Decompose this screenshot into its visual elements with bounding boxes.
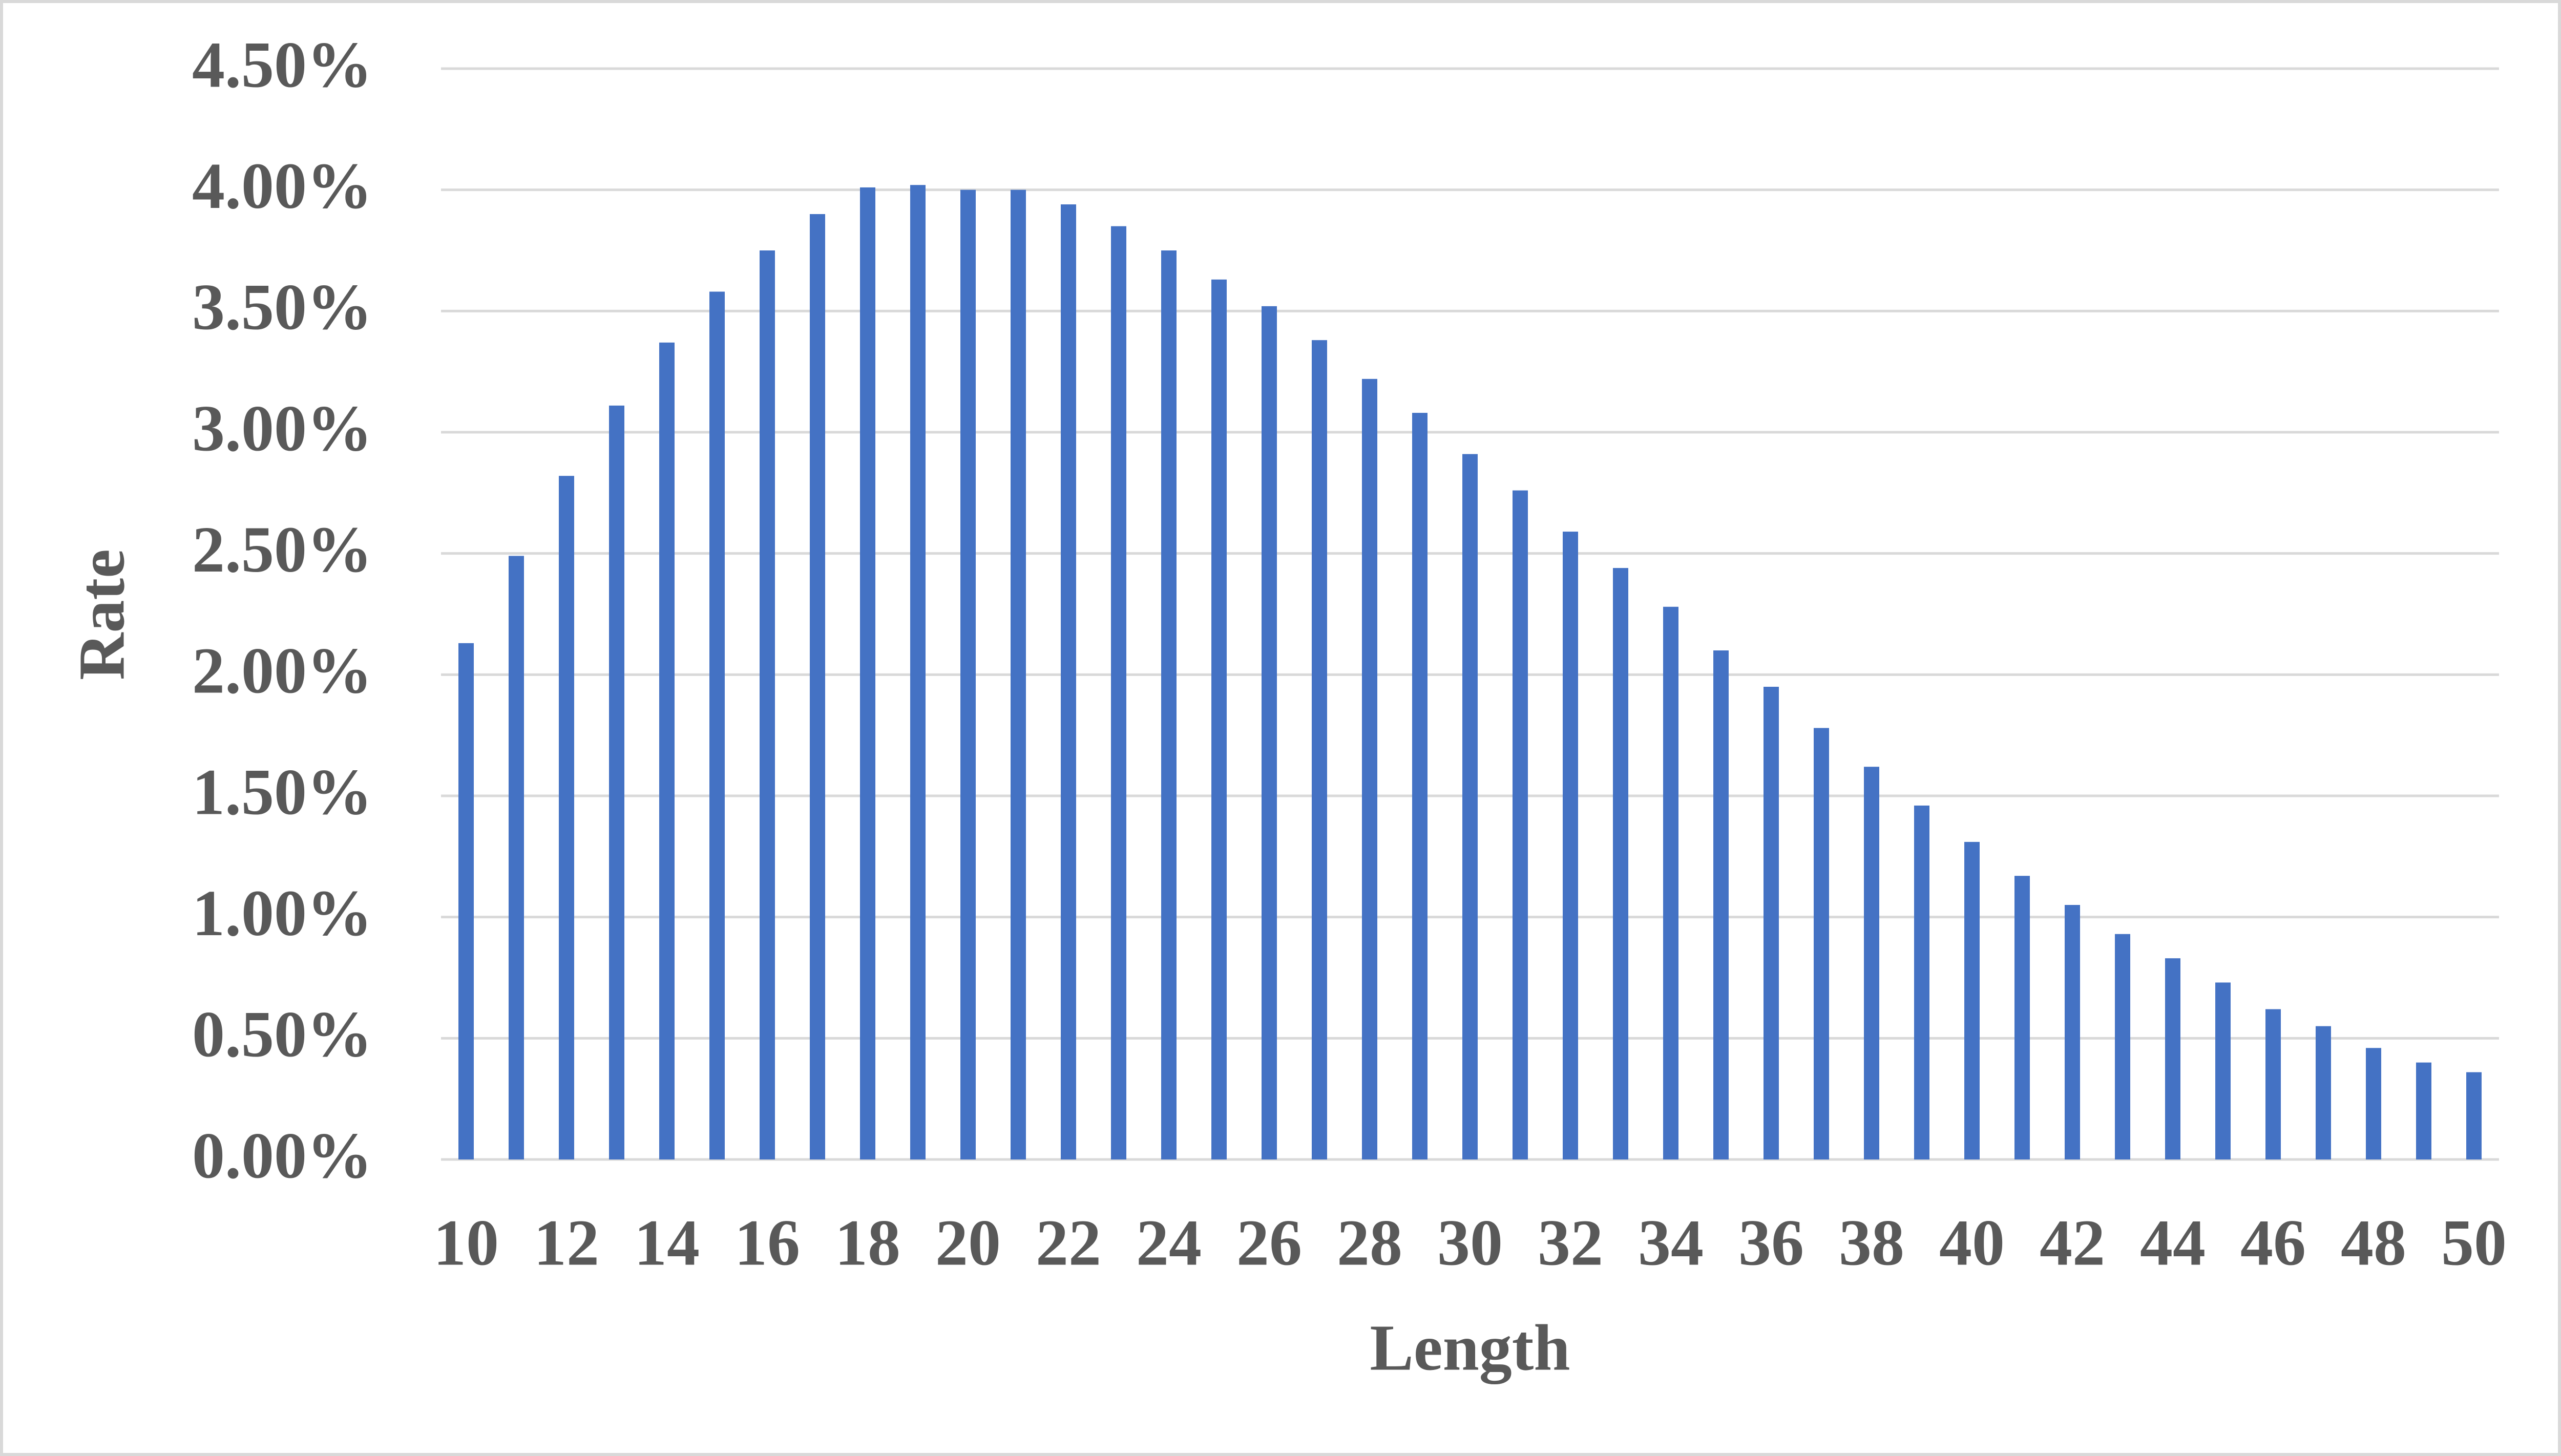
x-tick-label: 28 bbox=[1337, 1206, 1402, 1279]
x-tick-label: 50 bbox=[2441, 1206, 2507, 1279]
x-tick-label: 26 bbox=[1236, 1206, 1302, 1279]
bar bbox=[709, 291, 725, 1159]
bar bbox=[1262, 306, 1277, 1159]
x-tick-label: 24 bbox=[1136, 1206, 1202, 1279]
x-tick-label: 42 bbox=[2040, 1206, 2105, 1279]
bar bbox=[1462, 454, 1478, 1159]
x-tick-label: 44 bbox=[2140, 1206, 2206, 1279]
x-tick-label: 14 bbox=[634, 1206, 700, 1279]
y-tick-label: 3.50% bbox=[192, 271, 372, 344]
y-tick-label: 1.50% bbox=[192, 755, 372, 828]
x-tick-label: 34 bbox=[1638, 1206, 1704, 1279]
x-tick-label: 46 bbox=[2240, 1206, 2306, 1279]
x-tick-label: 48 bbox=[2341, 1206, 2406, 1279]
bar bbox=[2215, 982, 2231, 1159]
y-tick-label: 2.50% bbox=[192, 513, 372, 586]
x-tick-label: 22 bbox=[1036, 1206, 1101, 1279]
y-tick-label: 1.00% bbox=[192, 877, 372, 949]
y-tick-label: 0.50% bbox=[192, 998, 372, 1071]
bar bbox=[1964, 841, 1980, 1159]
bar bbox=[1011, 189, 1026, 1160]
bar bbox=[1161, 250, 1177, 1159]
bar bbox=[1211, 279, 1227, 1159]
bar bbox=[1764, 687, 1779, 1159]
bar bbox=[910, 185, 926, 1160]
bar bbox=[2466, 1072, 2482, 1159]
x-tick-label: 32 bbox=[1538, 1206, 1603, 1279]
bar bbox=[1613, 568, 1628, 1159]
bar bbox=[458, 643, 474, 1159]
bar bbox=[2014, 876, 2030, 1159]
bar bbox=[860, 187, 875, 1159]
bar bbox=[1513, 490, 1528, 1159]
bar bbox=[2115, 934, 2130, 1159]
bar bbox=[1864, 767, 1879, 1159]
x-tick-label: 12 bbox=[534, 1206, 599, 1279]
y-axis-title: Rate bbox=[65, 549, 138, 680]
bar bbox=[1663, 606, 1678, 1159]
y-tick-label: 2.00% bbox=[192, 635, 372, 707]
bar bbox=[1814, 728, 1829, 1159]
bar bbox=[1312, 340, 1327, 1160]
x-tick-label: 30 bbox=[1437, 1206, 1503, 1279]
bar bbox=[1412, 413, 1428, 1160]
x-tick-label: 18 bbox=[835, 1206, 900, 1279]
bar bbox=[960, 189, 976, 1160]
bar bbox=[509, 556, 524, 1159]
y-tick-label: 3.00% bbox=[192, 392, 372, 465]
y-tick-label: 4.00% bbox=[192, 150, 372, 222]
x-tick-label: 36 bbox=[1738, 1206, 1804, 1279]
bar bbox=[1061, 204, 1076, 1160]
bar bbox=[2416, 1062, 2431, 1159]
bar bbox=[659, 342, 675, 1159]
bar bbox=[2366, 1048, 2381, 1159]
x-tick-label: 10 bbox=[433, 1206, 499, 1279]
bar bbox=[2265, 1009, 2281, 1159]
x-tick-label: 38 bbox=[1839, 1206, 1904, 1279]
bar bbox=[1111, 226, 1126, 1160]
y-tick-label: 0.00% bbox=[192, 1119, 372, 1192]
bar bbox=[760, 250, 775, 1159]
bar bbox=[810, 214, 825, 1159]
x-tick-label: 20 bbox=[935, 1206, 1001, 1279]
y-tick-label: 4.50% bbox=[192, 28, 372, 101]
bar bbox=[2316, 1026, 2331, 1159]
bar bbox=[1914, 805, 1929, 1159]
bar bbox=[1362, 378, 1377, 1159]
x-tick-label: 16 bbox=[734, 1206, 800, 1279]
bar bbox=[609, 405, 624, 1159]
bar bbox=[2065, 905, 2080, 1159]
x-axis-title: Length bbox=[1370, 1311, 1570, 1384]
x-tick-label: 40 bbox=[1939, 1206, 2005, 1279]
bar bbox=[1563, 532, 1578, 1159]
bar bbox=[1713, 650, 1729, 1159]
bar bbox=[2165, 958, 2180, 1159]
bar bbox=[559, 476, 574, 1160]
